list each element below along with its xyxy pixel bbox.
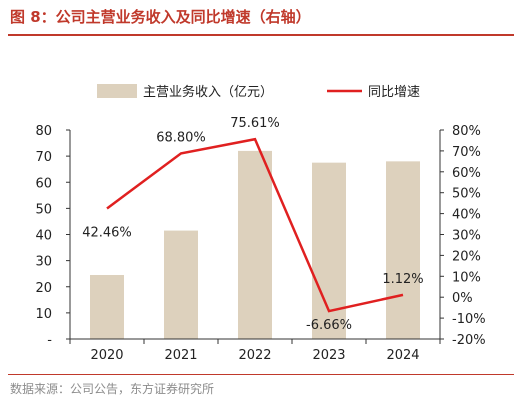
right-tick-label: 50% [452, 187, 481, 202]
left-tick-label: 60 [35, 176, 52, 191]
right-tick-label: 20% [452, 249, 481, 264]
legend-swatch-revenue [97, 84, 137, 98]
right-tick-label: -10% [452, 312, 486, 327]
right-tick-label: 30% [452, 229, 481, 244]
legend-label-revenue: 主营业务收入（亿元） [143, 84, 273, 100]
bar-2020 [90, 274, 124, 339]
growth-polyline [106, 137, 404, 313]
left-tick-label: 50 [35, 202, 52, 217]
footer-divider [8, 374, 514, 375]
chart: 主营业务收入（亿元） 同比增速 - 10 20 30 40 50 60 70 80 -20% -10%… [35, 84, 486, 363]
right-tick-label: 60% [452, 166, 481, 181]
bars [90, 150, 420, 339]
x-tick-label-2024: 2024 [386, 348, 419, 363]
right-tick-label: 10% [452, 270, 481, 285]
bar-2024 [386, 161, 420, 339]
data-label-2022: 75.61% [230, 116, 280, 131]
axes: - 10 20 30 40 50 60 70 80 -20% -10% 0% 10% 20% 30% 40% 5… [35, 124, 485, 363]
right-tick-label: 40% [452, 208, 481, 223]
left-tick-label: 40 [35, 229, 52, 244]
right-tick-label: 0% [452, 291, 473, 306]
data-labels: 42.46% 68.80% 75.61% -6.66% 1.12% [82, 116, 423, 333]
right-tick-label: 80% [452, 124, 481, 139]
left-tick-label: 80 [35, 124, 52, 139]
bar-2022 [238, 150, 272, 339]
x-tick-label-2023: 2023 [312, 348, 345, 363]
data-label-2024: 1.12% [382, 272, 423, 287]
chart-title: 图 8：公司主营业务收入及同比增速（右轴） [10, 8, 311, 26]
left-tick-label: 10 [35, 307, 52, 322]
x-tick-label-2020: 2020 [90, 348, 123, 363]
bar-2021 [164, 230, 198, 339]
title-divider [8, 34, 514, 36]
bar-2023 [312, 162, 346, 339]
left-tick-label: 30 [35, 255, 52, 270]
legend: 主营业务收入（亿元） 同比增速 [97, 84, 420, 100]
x-tick-label-2021: 2021 [164, 348, 197, 363]
data-label-2023: -6.66% [306, 318, 352, 333]
right-tick-label: -20% [452, 333, 486, 348]
legend-label-growth: 同比增速 [368, 85, 420, 100]
right-tick-label: 70% [452, 145, 481, 160]
source-note: 数据来源：公司公告，东方证券研究所 [10, 382, 215, 396]
data-label-2020: 42.46% [82, 225, 132, 240]
growth-line [106, 137, 404, 313]
left-tick-label: - [47, 333, 52, 348]
x-tick-label-2022: 2022 [238, 348, 271, 363]
left-tick-label: 70 [35, 150, 52, 165]
left-tick-label: 20 [35, 281, 52, 296]
data-label-2021: 68.80% [156, 130, 206, 145]
